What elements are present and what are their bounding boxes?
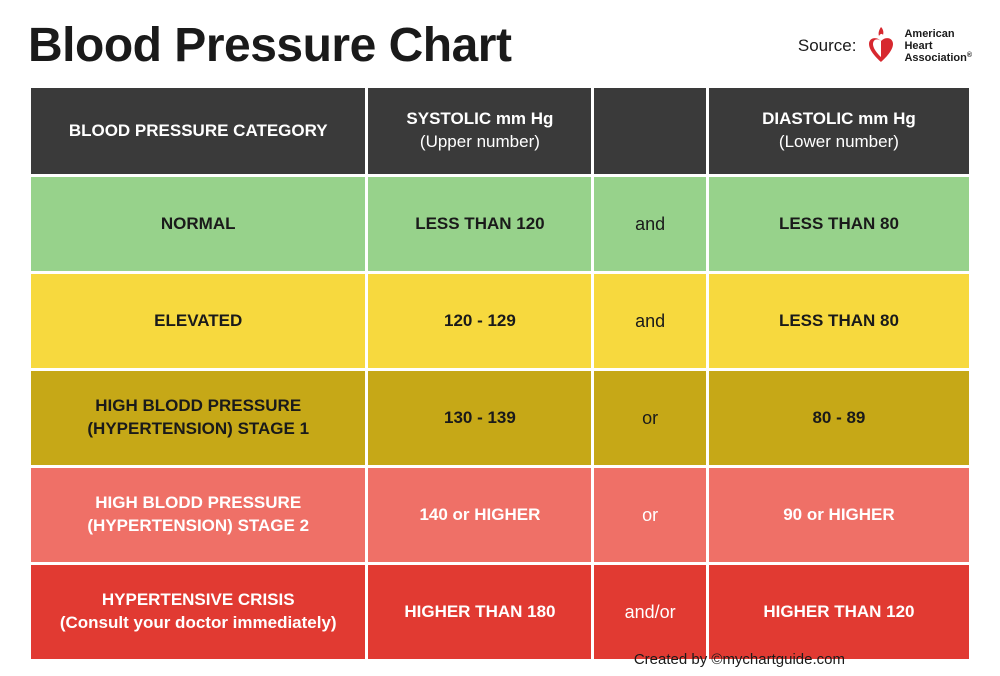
cell-diastolic: 80 - 89 — [709, 371, 969, 465]
cell-category: ELEVATED — [31, 274, 365, 368]
aha-line1: American — [904, 28, 972, 40]
cell-diastolic: LESS THAN 80 — [709, 177, 969, 271]
aha-line2: Heart — [904, 40, 972, 52]
col-header-category-label: BLOOD PRESSURE CATEGORY — [69, 121, 328, 140]
cell-operator: or — [594, 468, 705, 562]
cell-category: NORMAL — [31, 177, 365, 271]
col-header-systolic-label: SYSTOLIC mm Hg — [406, 109, 553, 128]
chart-title: Blood Pressure Chart — [28, 18, 511, 73]
col-header-category: BLOOD PRESSURE CATEGORY — [31, 88, 365, 174]
cell-diastolic: HIGHER THAN 120 — [709, 565, 969, 659]
systolic-value: 120 - 129 — [444, 311, 516, 330]
table-row: HYPERTENSIVE CRISIS (Consult your doctor … — [31, 565, 969, 659]
cell-category: HIGH BLODD PRESSURE (HYPERTENSION) STAGE … — [31, 468, 365, 562]
col-header-diastolic-label: DIASTOLIC mm Hg — [762, 109, 916, 128]
systolic-value: 140 or HIGHER — [419, 505, 540, 524]
cell-category: HYPERTENSIVE CRISIS (Consult your doctor … — [31, 565, 365, 659]
heart-torch-icon — [864, 24, 898, 68]
chart-header: Blood Pressure Chart Source: American He… — [28, 18, 972, 73]
cell-operator: and/or — [594, 565, 705, 659]
col-header-systolic: SYSTOLIC mm Hg (Upper number) — [368, 88, 591, 174]
category-label: HIGH BLODD PRESSURE — [95, 396, 301, 415]
operator-value: or — [642, 408, 658, 428]
diastolic-value: LESS THAN 80 — [779, 214, 899, 233]
source-label: Source: — [798, 36, 857, 56]
aha-org-name: American Heart Association® — [904, 28, 972, 64]
table-header-row: BLOOD PRESSURE CATEGORY SYSTOLIC mm Hg (… — [31, 88, 969, 174]
category-sub: (HYPERTENSION) STAGE 1 — [41, 418, 355, 441]
cell-operator: or — [594, 371, 705, 465]
diastolic-value: 80 - 89 — [812, 408, 865, 427]
col-header-diastolic-sub: (Lower number) — [719, 131, 959, 154]
diastolic-value: 90 or HIGHER — [783, 505, 894, 524]
operator-value: or — [642, 505, 658, 525]
table-row: NORMAL LESS THAN 120 and LESS THAN 80 — [31, 177, 969, 271]
systolic-value: HIGHER THAN 180 — [404, 602, 555, 621]
col-header-diastolic: DIASTOLIC mm Hg (Lower number) — [709, 88, 969, 174]
footer-credit: Created by ©mychartguide.com — [634, 651, 845, 668]
operator-value: and/or — [625, 602, 676, 622]
category-sub: (Consult your doctor immediately) — [41, 612, 355, 635]
operator-value: and — [635, 214, 665, 234]
category-label: HIGH BLODD PRESSURE — [95, 493, 301, 512]
diastolic-value: LESS THAN 80 — [779, 311, 899, 330]
cell-diastolic: LESS THAN 80 — [709, 274, 969, 368]
diastolic-value: HIGHER THAN 120 — [763, 602, 914, 621]
col-header-operator — [594, 88, 705, 174]
table-row: HIGH BLODD PRESSURE (HYPERTENSION) STAGE … — [31, 468, 969, 562]
aha-logo: American Heart Association® — [864, 24, 972, 68]
cell-systolic: 120 - 129 — [368, 274, 591, 368]
category-sub: (HYPERTENSION) STAGE 2 — [41, 515, 355, 538]
cell-systolic: HIGHER THAN 180 — [368, 565, 591, 659]
cell-category: HIGH BLODD PRESSURE (HYPERTENSION) STAGE … — [31, 371, 365, 465]
operator-value: and — [635, 311, 665, 331]
col-header-systolic-sub: (Upper number) — [378, 131, 581, 154]
category-label: NORMAL — [161, 214, 236, 233]
cell-operator: and — [594, 274, 705, 368]
cell-systolic: 130 - 139 — [368, 371, 591, 465]
bp-table: BLOOD PRESSURE CATEGORY SYSTOLIC mm Hg (… — [28, 85, 972, 662]
cell-operator: and — [594, 177, 705, 271]
systolic-value: 130 - 139 — [444, 408, 516, 427]
aha-line3: Association — [904, 52, 966, 64]
systolic-value: LESS THAN 120 — [415, 214, 544, 233]
cell-systolic: 140 or HIGHER — [368, 468, 591, 562]
source-block: Source: American Heart Association® — [798, 24, 972, 68]
category-label: HYPERTENSIVE CRISIS — [102, 590, 295, 609]
category-label: ELEVATED — [154, 311, 242, 330]
cell-systolic: LESS THAN 120 — [368, 177, 591, 271]
table-row: HIGH BLODD PRESSURE (HYPERTENSION) STAGE … — [31, 371, 969, 465]
table-row: ELEVATED 120 - 129 and LESS THAN 80 — [31, 274, 969, 368]
cell-diastolic: 90 or HIGHER — [709, 468, 969, 562]
